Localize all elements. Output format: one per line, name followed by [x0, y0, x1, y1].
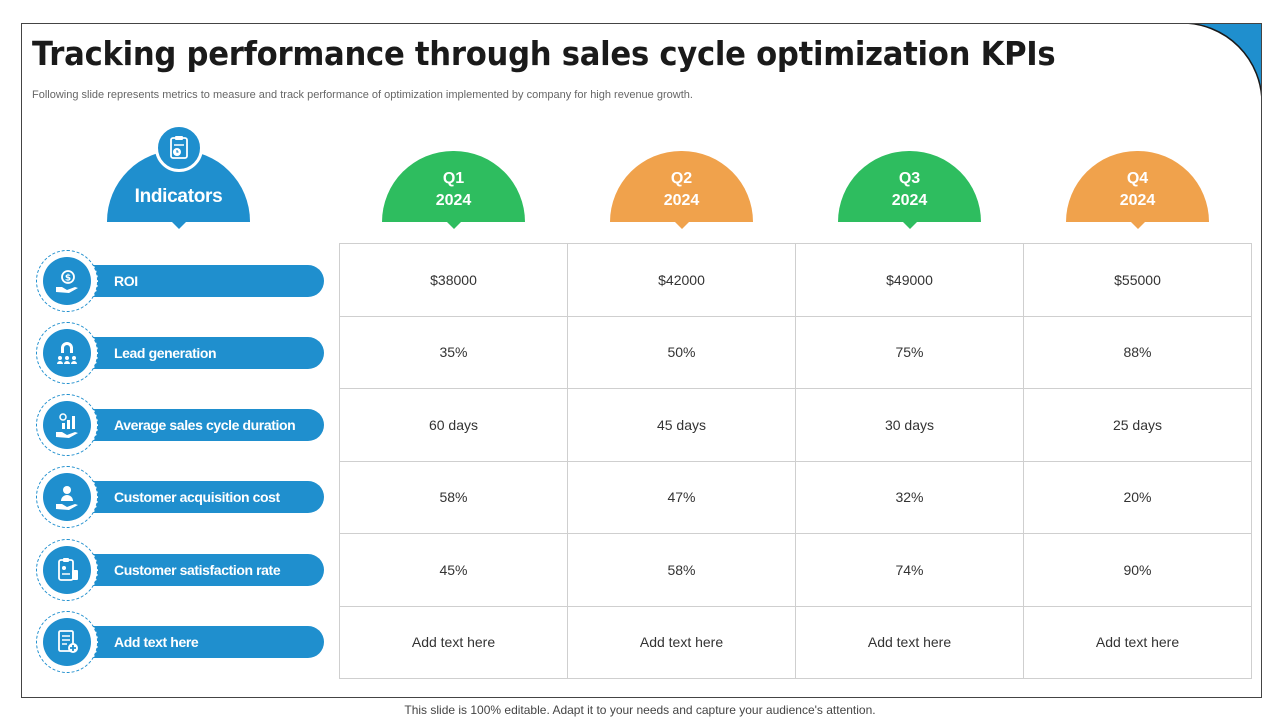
- table-cell: Add text here: [339, 605, 568, 679]
- table-cell: Add text here: [795, 605, 1024, 679]
- table-cell: 74%: [795, 533, 1024, 607]
- document-add-icon: [43, 618, 91, 666]
- indicator-label: Add text here: [66, 626, 324, 658]
- table-cell: 75%: [795, 315, 1024, 389]
- table-cell: 20%: [1023, 460, 1252, 534]
- clipboard-clock-icon: [155, 124, 203, 172]
- quarter-year: 2024: [1119, 191, 1156, 209]
- table-row: Add text here Add text here Add text her…: [339, 605, 1252, 679]
- page-subtitle: Following slide represents metrics to me…: [32, 89, 693, 101]
- svg-text:$: $: [65, 274, 71, 284]
- indicator-row-lead-generation: Lead generation: [36, 322, 324, 384]
- corner-accent-icon: [1187, 24, 1261, 98]
- quarter-label: Q1: [442, 169, 465, 187]
- indicator-label: Customer satisfaction rate: [66, 554, 324, 586]
- page-title: Tracking performance through sales cycle…: [32, 34, 1056, 73]
- person-hand-icon: [43, 473, 91, 521]
- table-cell: 30 days: [795, 388, 1024, 462]
- quarter-year: 2024: [435, 191, 472, 209]
- indicator-row-customer-satisfaction-rate: Customer satisfaction rate: [36, 539, 324, 601]
- magnet-people-icon: [43, 329, 91, 377]
- table-cell: Add text here: [567, 605, 796, 679]
- growth-chart-hand-icon: [43, 401, 91, 449]
- table-cell: $55000: [1023, 243, 1252, 317]
- table-cell: 60 days: [339, 388, 568, 462]
- kpi-table: $38000 $42000 $49000 $55000 35% 50% 75% …: [339, 243, 1252, 679]
- roi-hand-coin-icon: $: [43, 257, 91, 305]
- indicator-row-roi: ROI $: [36, 250, 324, 312]
- table-cell: 47%: [567, 460, 796, 534]
- indicator-label: ROI: [66, 265, 324, 297]
- table-cell: $38000: [339, 243, 568, 317]
- quarter-label: Q3: [898, 169, 921, 187]
- quarter-label: Q2: [670, 169, 693, 187]
- indicator-label: Customer acquisition cost: [66, 481, 324, 513]
- table-row: 58% 47% 32% 20%: [339, 460, 1252, 534]
- table-row: 60 days 45 days 30 days 25 days: [339, 388, 1252, 462]
- table-cell: 90%: [1023, 533, 1252, 607]
- table-cell: 58%: [339, 460, 568, 534]
- quarter-year: 2024: [891, 191, 928, 209]
- table-cell: 50%: [567, 315, 796, 389]
- table-cell: 88%: [1023, 315, 1252, 389]
- table-cell: $42000: [567, 243, 796, 317]
- table-cell: Add text here: [1023, 605, 1252, 679]
- table-cell: 45%: [339, 533, 568, 607]
- indicators-header-label: Indicators: [134, 186, 223, 207]
- table-cell: $49000: [795, 243, 1024, 317]
- indicator-label: Average sales cycle duration: [66, 409, 324, 441]
- clipboard-rating-icon: [43, 546, 91, 594]
- indicator-row-add-text: Add text here: [36, 611, 324, 673]
- table-row: 35% 50% 75% 88%: [339, 315, 1252, 389]
- indicator-row-average-sales-cycle-duration: Average sales cycle duration: [36, 394, 324, 456]
- table-row: 45% 58% 74% 90%: [339, 533, 1252, 607]
- table-cell: 45 days: [567, 388, 796, 462]
- footer-note: This slide is 100% editable. Adapt it to…: [404, 703, 876, 717]
- quarter-year: 2024: [663, 191, 700, 209]
- quarter-label: Q4: [1126, 169, 1149, 187]
- table-cell: 35%: [339, 315, 568, 389]
- table-cell: 32%: [795, 460, 1024, 534]
- indicator-label: Lead generation: [66, 337, 324, 369]
- indicator-row-customer-acquisition-cost: Customer acquisition cost: [36, 466, 324, 528]
- table-cell: 25 days: [1023, 388, 1252, 462]
- table-row: $38000 $42000 $49000 $55000: [339, 243, 1252, 317]
- table-cell: 58%: [567, 533, 796, 607]
